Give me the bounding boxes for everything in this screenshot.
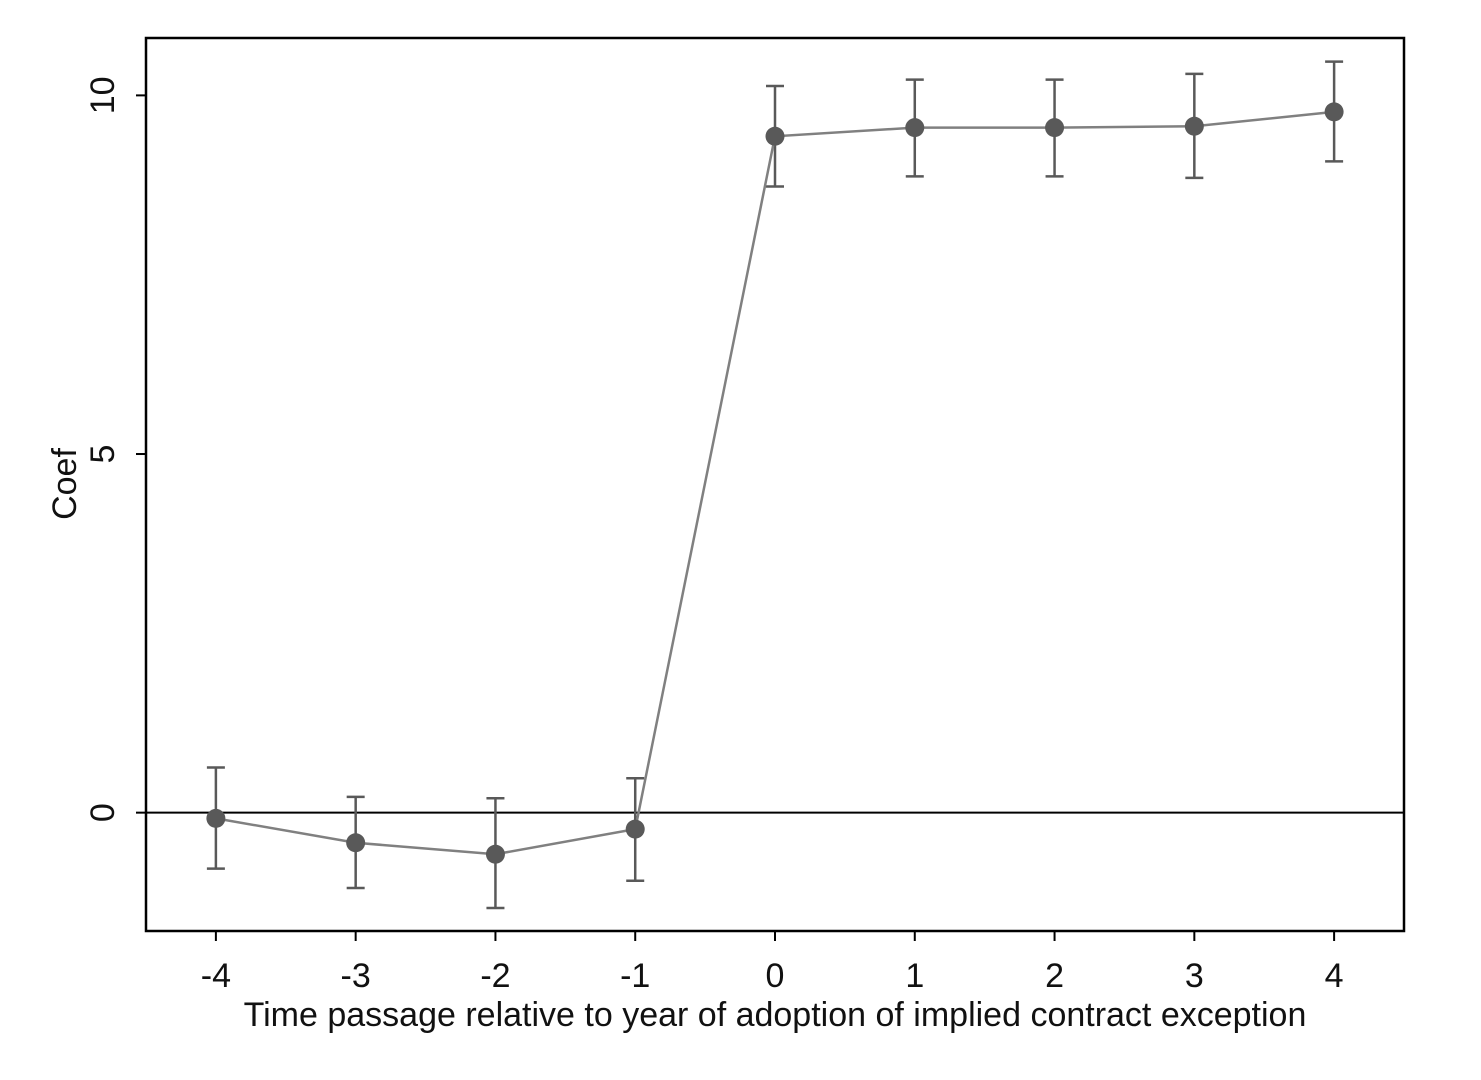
data-point	[206, 808, 226, 828]
x-tick-label: 3	[1185, 957, 1204, 995]
data-point	[346, 833, 366, 853]
y-tick-label: 10	[84, 76, 122, 114]
chart-axes: -4 -3 -2 -1 0 1 2 3 4 0 5 10	[84, 76, 1344, 995]
x-axis-title: Time passage relative to year of adoptio…	[244, 996, 1307, 1034]
data-point	[485, 844, 505, 864]
x-tick-label: 1	[905, 957, 924, 995]
x-tick-label: -2	[480, 957, 510, 995]
y-tick-label: 0	[84, 803, 122, 822]
y-axis-title: Coef	[46, 448, 84, 520]
data-point	[1184, 116, 1204, 136]
x-tick-label: 2	[1045, 957, 1064, 995]
data-point	[1045, 118, 1065, 138]
data-point	[905, 118, 925, 138]
data-point	[1324, 102, 1344, 122]
x-tick-label: 0	[766, 957, 785, 995]
x-tick-label: -3	[341, 957, 371, 995]
data-point	[625, 819, 645, 839]
y-tick-label: 5	[84, 445, 122, 464]
chart-marks	[146, 60, 1404, 910]
x-tick-label: -1	[620, 957, 650, 995]
x-tick-label: 4	[1325, 957, 1344, 995]
x-tick-label: -4	[201, 957, 231, 995]
data-point	[765, 126, 785, 146]
